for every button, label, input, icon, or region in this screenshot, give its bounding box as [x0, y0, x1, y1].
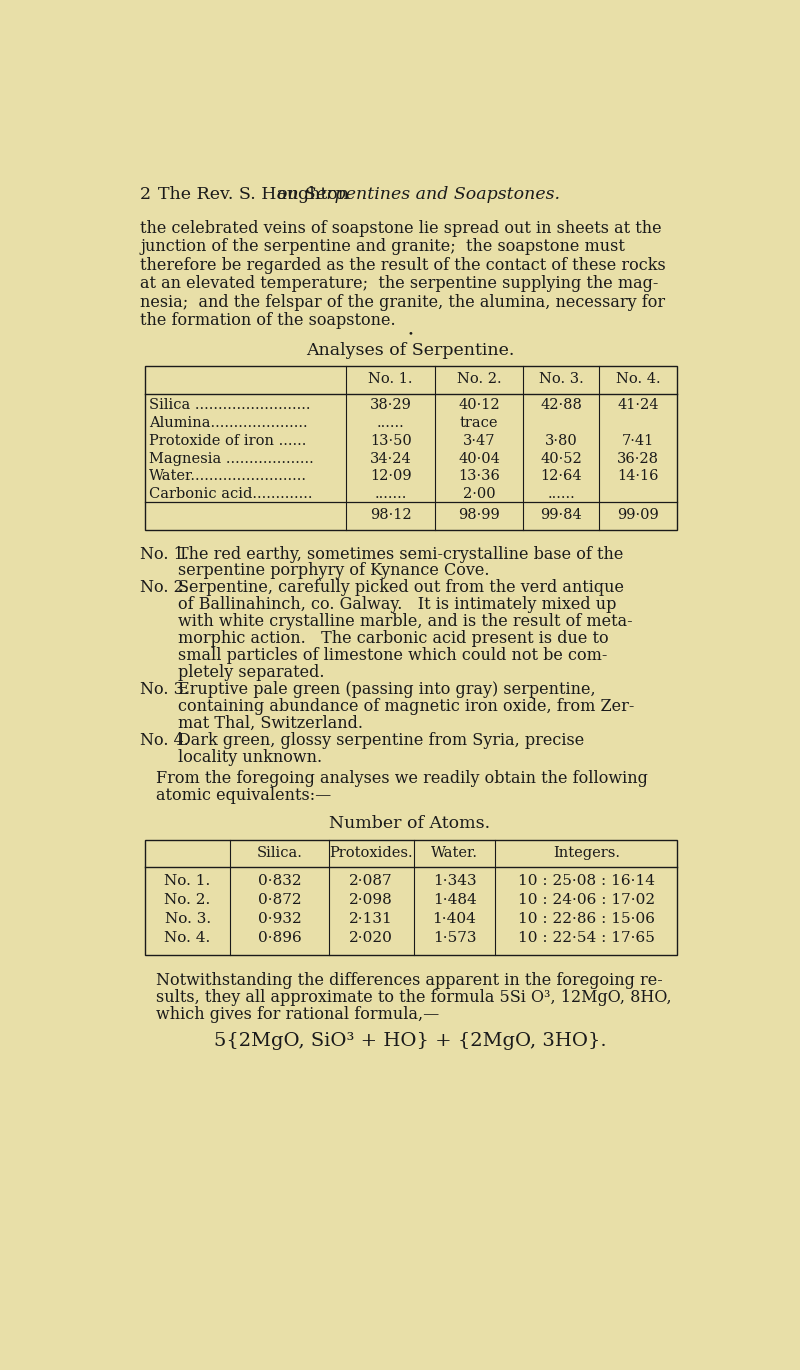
Text: 5{2MgO, SiO³ + HO} + {2MgO, 3HO}.: 5{2MgO, SiO³ + HO} + {2MgO, 3HO}. — [214, 1032, 606, 1051]
Text: 10 : 22·86 : 15·06: 10 : 22·86 : 15·06 — [518, 912, 655, 926]
Text: 12·64: 12·64 — [540, 470, 582, 484]
Text: 40·52: 40·52 — [540, 452, 582, 466]
Text: with white crystalline marble, and is the result of meta-: with white crystalline marble, and is th… — [178, 614, 632, 630]
Text: 10 : 22·54 : 17·65: 10 : 22·54 : 17·65 — [518, 932, 654, 945]
Text: No. 4.: No. 4. — [616, 373, 661, 386]
Text: 42·88: 42·88 — [540, 399, 582, 412]
Text: containing abundance of magnetic iron oxide, from Zer-: containing abundance of magnetic iron ox… — [178, 697, 634, 715]
Text: Dark green, glossy serpentine from Syria, precise: Dark green, glossy serpentine from Syria… — [178, 732, 584, 749]
Text: 3·47: 3·47 — [462, 434, 495, 448]
Text: No. 2.: No. 2. — [140, 580, 189, 596]
Text: 98·12: 98·12 — [370, 508, 411, 522]
Text: 0·932: 0·932 — [258, 912, 302, 926]
Text: 99·09: 99·09 — [618, 508, 659, 522]
Text: mat Thal, Switzerland.: mat Thal, Switzerland. — [178, 715, 362, 732]
Text: 1·404: 1·404 — [433, 912, 477, 926]
Text: .......: ....... — [374, 486, 407, 501]
Text: Protoxide of iron ......: Protoxide of iron ...... — [149, 434, 306, 448]
Text: No. 4.: No. 4. — [140, 732, 189, 749]
Text: 36·28: 36·28 — [618, 452, 659, 466]
Text: 1·573: 1·573 — [433, 932, 476, 945]
Text: which gives for rational formula,—: which gives for rational formula,— — [156, 1006, 439, 1023]
Text: Silica.: Silica. — [257, 845, 302, 860]
Text: No. 1.: No. 1. — [165, 874, 210, 888]
Text: therefore be regarded as the result of the contact of these rocks: therefore be regarded as the result of t… — [140, 256, 666, 274]
Text: locality unknown.: locality unknown. — [178, 749, 322, 766]
Text: the celebrated veins of soapstone lie spread out in sheets at the: the celebrated veins of soapstone lie sp… — [140, 219, 662, 237]
Text: 2: 2 — [140, 186, 151, 203]
Text: Magnesia ...................: Magnesia ................... — [149, 452, 314, 466]
Text: 1·484: 1·484 — [433, 893, 477, 907]
Text: 3·80: 3·80 — [545, 434, 578, 448]
Text: pletely separated.: pletely separated. — [178, 664, 324, 681]
Text: 2·00: 2·00 — [462, 486, 495, 501]
Text: 99·84: 99·84 — [540, 508, 582, 522]
Text: The Rev. S. Haughton: The Rev. S. Haughton — [158, 186, 354, 203]
Text: Analyses of Serpentine.: Analyses of Serpentine. — [306, 341, 514, 359]
Text: 13·50: 13·50 — [370, 434, 411, 448]
Text: 1·343: 1·343 — [433, 874, 476, 888]
Text: 40·04: 40·04 — [458, 452, 500, 466]
Text: trace: trace — [460, 416, 498, 430]
Text: Water.: Water. — [431, 845, 478, 860]
Text: serpentine porphyry of Kynance Cove.: serpentine porphyry of Kynance Cove. — [178, 563, 489, 580]
Text: 14·16: 14·16 — [618, 470, 659, 484]
Text: No. 1.: No. 1. — [368, 373, 413, 386]
Text: 38·29: 38·29 — [370, 399, 411, 412]
Text: 0·896: 0·896 — [258, 932, 302, 945]
Text: 34·24: 34·24 — [370, 452, 411, 466]
Text: No. 2.: No. 2. — [457, 373, 502, 386]
Text: Water.........................: Water......................... — [149, 470, 307, 484]
Bar — [145, 366, 678, 530]
Text: Carbonic acid.............: Carbonic acid............. — [149, 486, 312, 501]
Text: small particles of limestone which could not be com-: small particles of limestone which could… — [178, 647, 607, 664]
Text: No. 3.: No. 3. — [165, 912, 210, 926]
Bar — [145, 840, 678, 955]
Text: From the foregoing analyses we readily obtain the following: From the foregoing analyses we readily o… — [156, 770, 648, 788]
Text: 2·098: 2·098 — [350, 893, 393, 907]
Text: 10 : 25·08 : 16·14: 10 : 25·08 : 16·14 — [518, 874, 655, 888]
Text: Notwithstanding the differences apparent in the foregoing re-: Notwithstanding the differences apparent… — [156, 973, 662, 989]
Text: Eruptive pale green (passing into gray) serpentine,: Eruptive pale green (passing into gray) … — [178, 681, 595, 699]
Text: •: • — [407, 329, 413, 338]
Text: sults, they all approximate to the formula 5Si O³, 12MgO, 8HO,: sults, they all approximate to the formu… — [156, 989, 671, 1006]
Text: 0·872: 0·872 — [258, 893, 302, 907]
Text: 0·832: 0·832 — [258, 874, 302, 888]
Text: ......: ...... — [547, 486, 575, 501]
Text: Serpentine, carefully picked out from the verd antique: Serpentine, carefully picked out from th… — [178, 580, 623, 596]
Text: ......: ...... — [377, 416, 405, 430]
Text: the formation of the soapstone.: the formation of the soapstone. — [140, 312, 396, 329]
Text: Integers.: Integers. — [553, 845, 620, 860]
Text: Silica .........................: Silica ......................... — [149, 399, 310, 412]
Text: nesia;  and the felspar of the granite, the alumina, necessary for: nesia; and the felspar of the granite, t… — [140, 293, 666, 311]
Text: 2·131: 2·131 — [350, 912, 393, 926]
Text: No. 3.: No. 3. — [538, 373, 583, 386]
Text: No. 4.: No. 4. — [165, 932, 210, 945]
Text: 2·087: 2·087 — [350, 874, 393, 888]
Text: of Ballinahinch, co. Galway.   It is intimately mixed up: of Ballinahinch, co. Galway. It is intim… — [178, 596, 616, 614]
Text: 12·09: 12·09 — [370, 470, 411, 484]
Text: morphic action.   The carbonic acid present is due to: morphic action. The carbonic acid presen… — [178, 630, 608, 647]
Text: The red earthy, sometimes semi-crystalline base of the: The red earthy, sometimes semi-crystalli… — [178, 545, 623, 563]
Text: 10 : 24·06 : 17·02: 10 : 24·06 : 17·02 — [518, 893, 655, 907]
Text: Protoxides.: Protoxides. — [330, 845, 413, 860]
Text: 41·24: 41·24 — [618, 399, 659, 412]
Text: No. 2.: No. 2. — [165, 893, 210, 907]
Text: No. 3.: No. 3. — [140, 681, 190, 699]
Text: on Serpentines and Soapstones.: on Serpentines and Soapstones. — [277, 186, 560, 203]
Text: 40·12: 40·12 — [458, 399, 500, 412]
Text: Number of Atoms.: Number of Atoms. — [330, 815, 490, 832]
Text: 7·41: 7·41 — [622, 434, 654, 448]
Text: No. 1.: No. 1. — [140, 545, 190, 563]
Text: 2·020: 2·020 — [350, 932, 393, 945]
Text: at an elevated temperature;  the serpentine supplying the mag-: at an elevated temperature; the serpenti… — [140, 275, 658, 292]
Text: junction of the serpentine and granite;  the soapstone must: junction of the serpentine and granite; … — [140, 238, 625, 255]
Text: 13·36: 13·36 — [458, 470, 500, 484]
Text: atomic equivalents:—: atomic equivalents:— — [156, 788, 331, 804]
Text: Alumina.....................: Alumina..................... — [149, 416, 307, 430]
Text: 98·99: 98·99 — [458, 508, 500, 522]
